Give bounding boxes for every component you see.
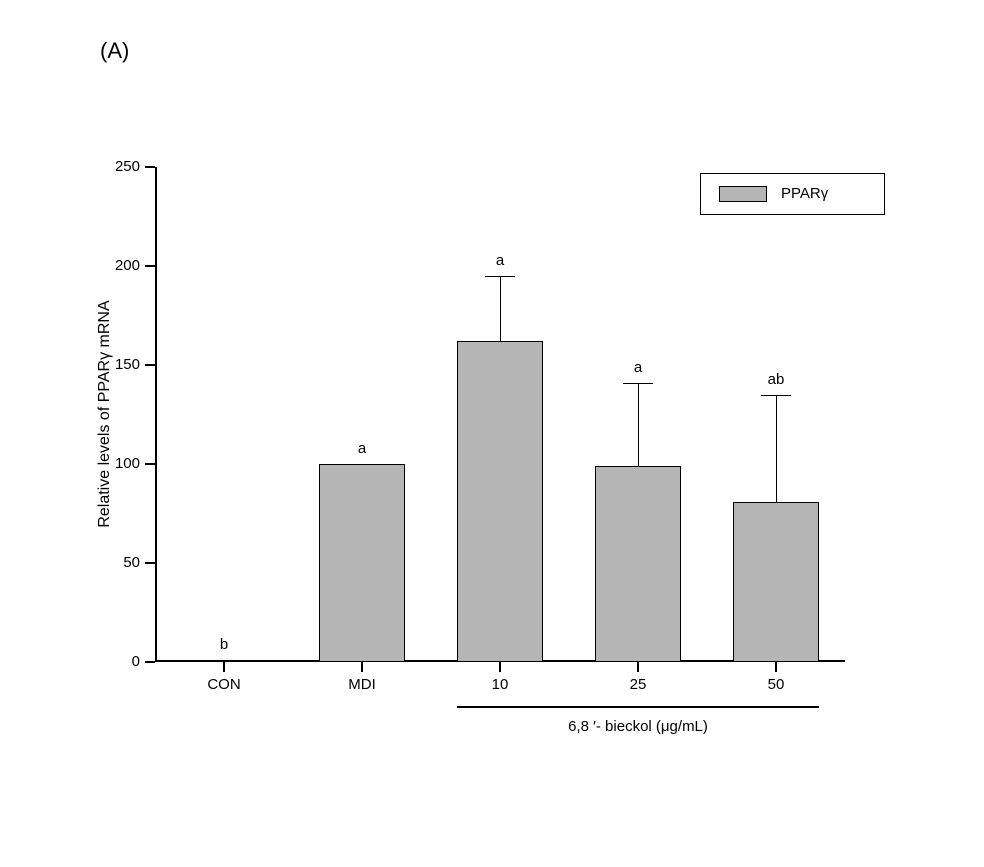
- bar: [595, 466, 681, 662]
- legend: PPARγ: [700, 173, 885, 215]
- x-group-label: 6,8 ′- bieckol (μg/mL): [457, 718, 819, 735]
- x-tick-label: 10: [460, 676, 540, 693]
- error-bar: [638, 383, 639, 466]
- x-tick-label: MDI: [322, 676, 402, 693]
- significance-label: a: [342, 440, 382, 457]
- significance-label: b: [204, 636, 244, 653]
- y-tick: [145, 562, 155, 564]
- y-axis-title: Relative levels of PPARγ mRNA: [96, 264, 114, 564]
- x-tick-label: CON: [184, 676, 264, 693]
- error-cap: [761, 395, 791, 396]
- y-tick: [145, 265, 155, 267]
- x-tick: [499, 662, 501, 672]
- y-axis: [155, 167, 157, 662]
- y-tick: [145, 661, 155, 663]
- error-bar: [776, 395, 777, 502]
- legend-swatch: [719, 186, 767, 202]
- x-tick-label: 50: [736, 676, 816, 693]
- x-tick-label: 25: [598, 676, 678, 693]
- bar-chart: 050100150200250Relative levels of PPARγ …: [155, 167, 845, 662]
- legend-label: PPARγ: [781, 185, 828, 202]
- bar: [457, 341, 543, 662]
- x-group-line: [457, 706, 819, 708]
- error-cap: [623, 383, 653, 384]
- x-tick: [361, 662, 363, 672]
- y-tick-label: 250: [100, 158, 140, 175]
- x-tick: [223, 662, 225, 672]
- significance-label: a: [618, 359, 658, 376]
- y-tick: [145, 463, 155, 465]
- panel-label: (A): [100, 38, 129, 64]
- y-tick: [145, 364, 155, 366]
- x-tick: [637, 662, 639, 672]
- significance-label: ab: [756, 371, 796, 388]
- y-tick: [145, 166, 155, 168]
- error-cap: [485, 276, 515, 277]
- y-tick-label: 0: [100, 653, 140, 670]
- error-bar: [500, 276, 501, 341]
- bar: [733, 502, 819, 662]
- significance-label: a: [480, 252, 520, 269]
- x-tick: [775, 662, 777, 672]
- bar: [319, 464, 405, 662]
